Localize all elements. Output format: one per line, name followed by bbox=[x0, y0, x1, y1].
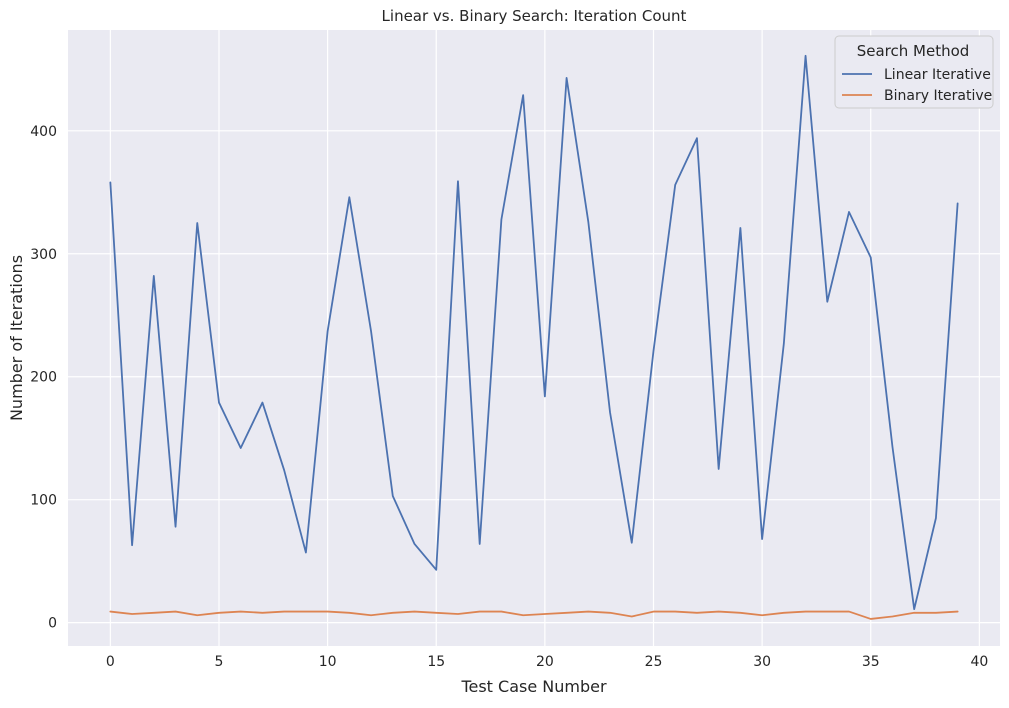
x-tick-label: 15 bbox=[427, 654, 445, 670]
legend-label-binary-iterative: Binary Iterative bbox=[884, 88, 992, 104]
x-tick-label: 40 bbox=[970, 654, 988, 670]
legend-label-linear-iterative: Linear Iterative bbox=[884, 67, 991, 83]
x-axis-label: Test Case Number bbox=[460, 677, 607, 696]
x-tick-label: 25 bbox=[645, 654, 663, 670]
legend: Search Method Linear Iterative Binary Ite… bbox=[834, 35, 994, 109]
x-tick-label: 10 bbox=[319, 654, 337, 670]
x-tick-label: 35 bbox=[862, 654, 880, 670]
series-line-binary-iterative bbox=[109, 610, 959, 620]
y-axis-label: Number of Iterations bbox=[7, 255, 26, 421]
y-tick-label: 100 bbox=[30, 493, 57, 509]
series-lines bbox=[109, 54, 959, 620]
chart-title: Linear vs. Binary Search: Iteration Coun… bbox=[382, 7, 687, 25]
y-tick-label: 300 bbox=[30, 247, 57, 263]
plot-area bbox=[68, 30, 1000, 646]
y-tick-label: 400 bbox=[30, 124, 57, 140]
y-tick-label: 200 bbox=[30, 370, 57, 386]
legend-items: Linear Iterative Binary Iterative bbox=[842, 67, 992, 104]
legend-box bbox=[834, 35, 994, 109]
y-tick-label: 0 bbox=[48, 616, 57, 632]
x-tick-label: 30 bbox=[753, 654, 771, 670]
x-tick-label: 0 bbox=[106, 654, 115, 670]
x-tick-label: 20 bbox=[536, 654, 554, 670]
legend-title: Search Method bbox=[857, 42, 970, 60]
x-tick-label: 5 bbox=[215, 654, 224, 670]
series-line-linear-iterative bbox=[109, 54, 959, 611]
